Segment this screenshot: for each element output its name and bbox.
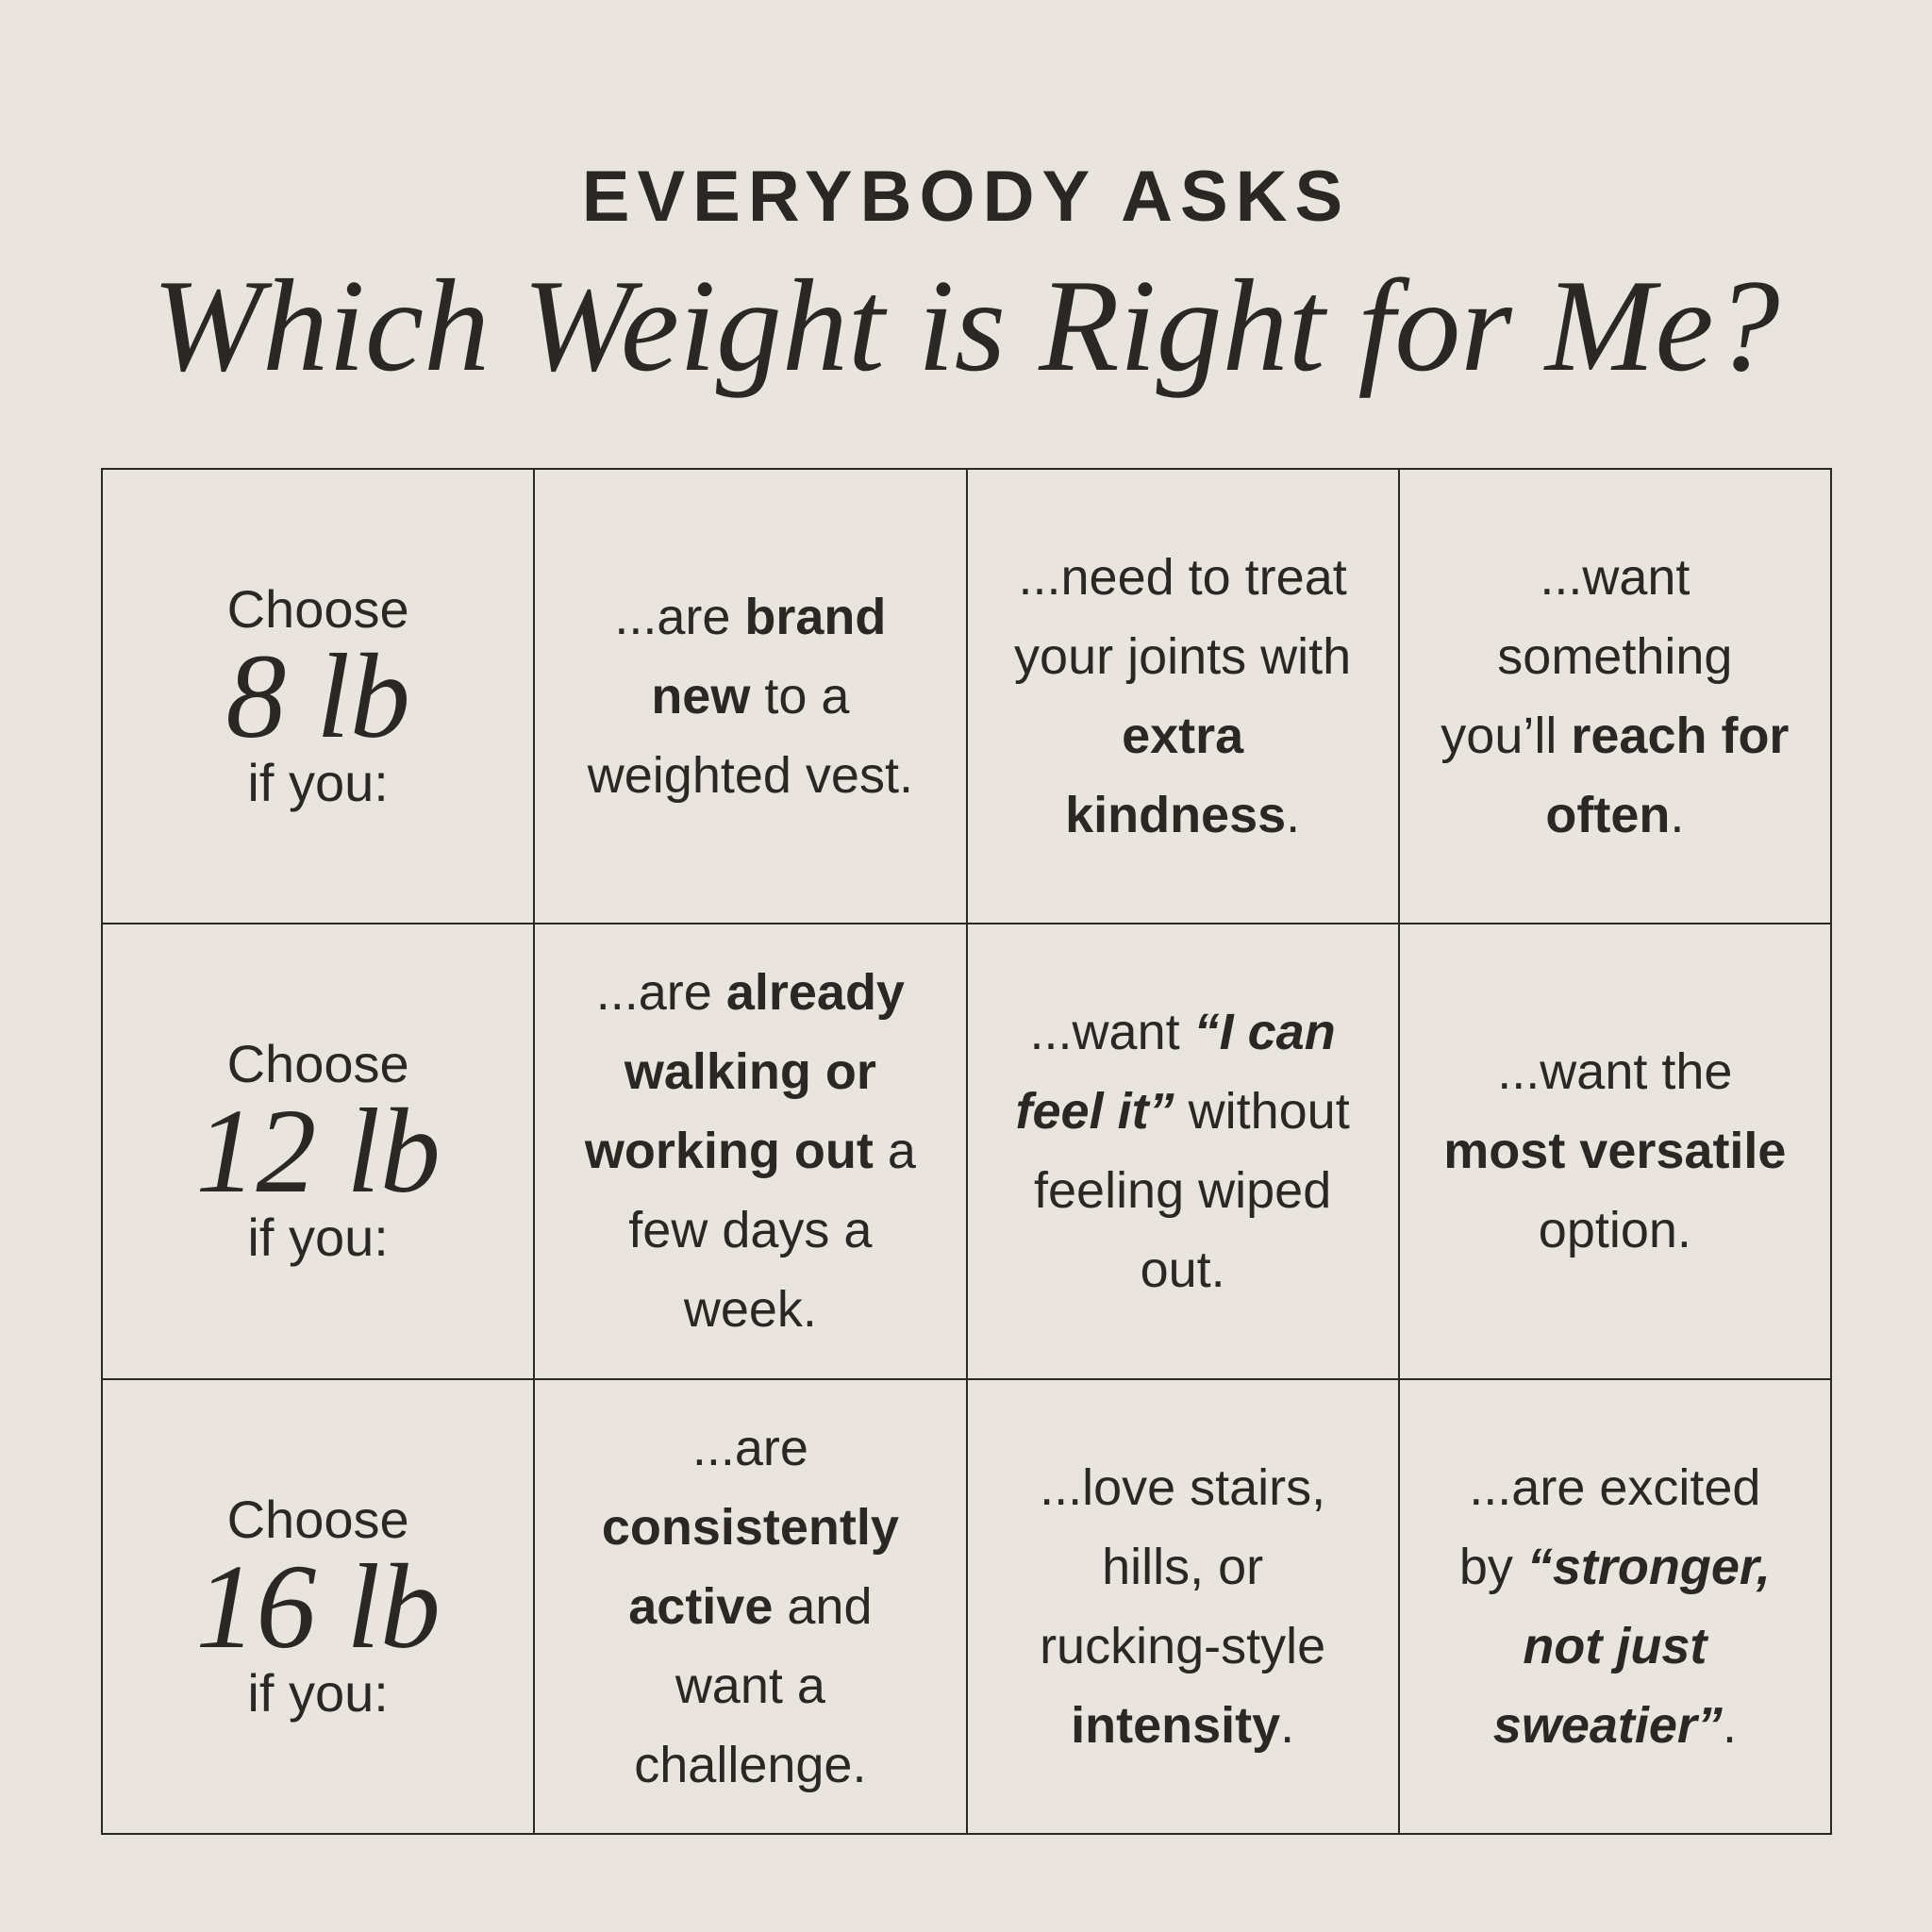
criteria-cell: ...want “I can feel it” without feeling … [967,924,1400,1380]
text-run: . [1722,1696,1737,1754]
criteria-text: ...are brand new to a weighted vest. [575,577,924,815]
text-run: ...want the [1497,1043,1733,1101]
text-run: . [1280,1696,1295,1754]
text-run: ...want something you’ll [1441,549,1733,765]
criteria-text: ...want the most versatile option. [1441,1032,1790,1270]
criteria-text: ...want “I can feel it” without feeling … [1008,992,1357,1309]
criteria-cell: ...love stairs, hills, or rucking-style … [967,1379,1400,1835]
text-run: ...want [1029,1004,1194,1061]
weight-table: Choose 8 lb if you: ...are brand new to a w… [101,468,1832,1835]
title: Which Weight is Right for Me? [152,253,1780,399]
criteria-cell: ...are already walking or working out a … [535,924,968,1380]
criteria-cell: ...want the most versatile option. [1399,924,1832,1380]
choose-text: Choose [226,1489,409,1549]
weight-option: 8 lb [225,629,410,764]
text-run: already walking or working out [584,964,905,1180]
row-label: Choose 8 lb if you: [103,470,536,925]
text-run: without feeling wiped out. [1034,1083,1350,1299]
text-run: intensity [1071,1696,1281,1754]
text-run: ...are [614,589,745,646]
if-you-text: if you: [247,1208,389,1268]
text-run: “I can feel it” [1015,1004,1336,1141]
criteria-cell: ...are brand new to a weighted vest. [535,470,968,925]
text-run: a few days a week. [628,1123,916,1339]
criteria-text: ...are excited by “stronger, not just sw… [1441,1448,1790,1765]
text-run: most versatile [1443,1123,1787,1180]
choose-text: Choose [226,1034,409,1094]
criteria-text: ...love stairs, hills, or rucking-style … [1008,1448,1357,1765]
text-run: . [1286,787,1301,844]
choose-text: Choose [226,579,409,640]
text-run: ...are [691,1419,808,1476]
text-run: “stronger, not just sweatier” [1492,1538,1771,1754]
text-run: brand new [651,589,887,725]
text-run: . [1670,787,1685,844]
text-run: ...are [595,964,726,1022]
text-run: consistently active [601,1498,899,1635]
row-label: Choose 16 lb if you: [103,1379,536,1835]
criteria-cell: ...are excited by “stronger, not just sw… [1399,1379,1832,1835]
row-label: Choose 12 lb if you: [103,924,536,1380]
text-run: option. [1538,1202,1691,1259]
kicker: EVERYBODY ASKS [581,157,1351,237]
text-run: extra kindness [1065,708,1287,844]
criteria-text: ...need to treat your joints with extra … [1008,538,1357,855]
criteria-cell: ...need to treat your joints with extra … [967,470,1400,925]
criteria-text: ...are already walking or working out a … [575,953,924,1349]
if-you-text: if you: [247,1662,389,1723]
text-run: ...are excited by [1458,1458,1761,1595]
weight-option: 16 lb [195,1539,441,1674]
if-you-text: if you: [247,753,389,813]
text-run: ...love stairs, hills, or rucking-style [1040,1458,1326,1674]
weight-option: 12 lb [195,1084,441,1219]
text-run: reach for often [1545,708,1790,844]
text-run: and want a challenge. [634,1577,873,1793]
criteria-text: ...are consistently active and want a ch… [575,1408,924,1805]
criteria-text: ...want something you’ll reach for often… [1441,538,1790,855]
criteria-cell: ...are consistently active and want a ch… [535,1379,968,1835]
text-run: to a weighted vest. [587,668,913,805]
text-run: ...need to treat your joints with [1014,549,1352,686]
criteria-cell: ...want something you’ll reach for often… [1399,470,1832,925]
